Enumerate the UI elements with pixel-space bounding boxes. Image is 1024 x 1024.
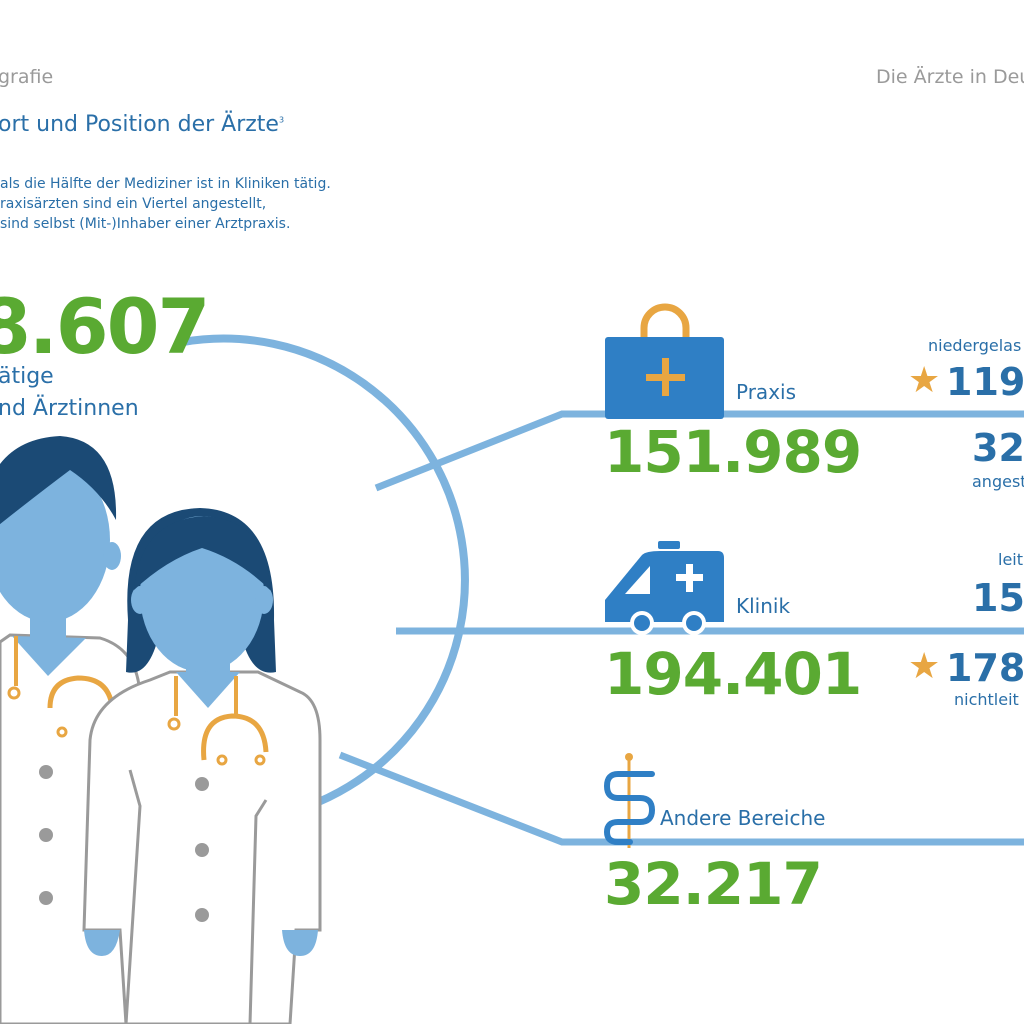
angestellt-value: 32 [972, 426, 1024, 470]
total-label-line-2: nd Ärztinnen [0, 396, 139, 421]
star-icon: ★ [908, 360, 941, 401]
total-doctors-value: 8.607 [0, 282, 210, 371]
niedergelassen-label: niedergelas [928, 336, 1022, 355]
section-header-right: Die Ärzte in Deu [876, 66, 1024, 88]
medical-bag-icon [605, 303, 724, 419]
leitend-value: 15 [972, 576, 1024, 620]
title-footnote-marker: 3 [278, 115, 285, 125]
page-title: ort und Position der Ärzte3 [0, 112, 284, 137]
section-header-left: grafie [0, 66, 54, 88]
angestellt-label: angest [972, 472, 1024, 491]
total-circle-arc [182, 334, 469, 822]
doctor-figure-right [82, 508, 322, 1024]
connector-andere [338, 751, 1024, 846]
andere-bereiche-label: Andere Bereiche [660, 806, 826, 830]
leitend-label: leit [998, 550, 1024, 569]
connector-praxis [374, 410, 1024, 492]
connector-lines [338, 410, 1024, 846]
nichtleitend-label: nichtleit [954, 690, 1019, 709]
page-title-text: ort und Position der Ärzte [0, 112, 279, 137]
andere-bereiche-value: 32.217 [604, 850, 823, 918]
intro-line-3: sind selbst (Mit-)Inhaber einer Arztprax… [0, 216, 291, 232]
ambulance-icon [605, 541, 724, 635]
niedergelassen-value: 119 [946, 360, 1024, 404]
star-icon: ★ [908, 646, 941, 687]
caduceus-icon [603, 753, 656, 848]
intro-line-2: raxisärzten sind ein Viertel angestellt, [0, 196, 267, 212]
total-label-line-1: ätige [0, 364, 54, 389]
praxis-label: Praxis [736, 380, 796, 404]
nichtleitend-value: 178 [946, 646, 1024, 690]
klinik-label: Klinik [736, 594, 791, 618]
intro-line-1: als die Hälfte der Mediziner ist in Klin… [0, 176, 331, 192]
klinik-value: 194.401 [604, 640, 862, 708]
praxis-value: 151.989 [604, 418, 862, 486]
